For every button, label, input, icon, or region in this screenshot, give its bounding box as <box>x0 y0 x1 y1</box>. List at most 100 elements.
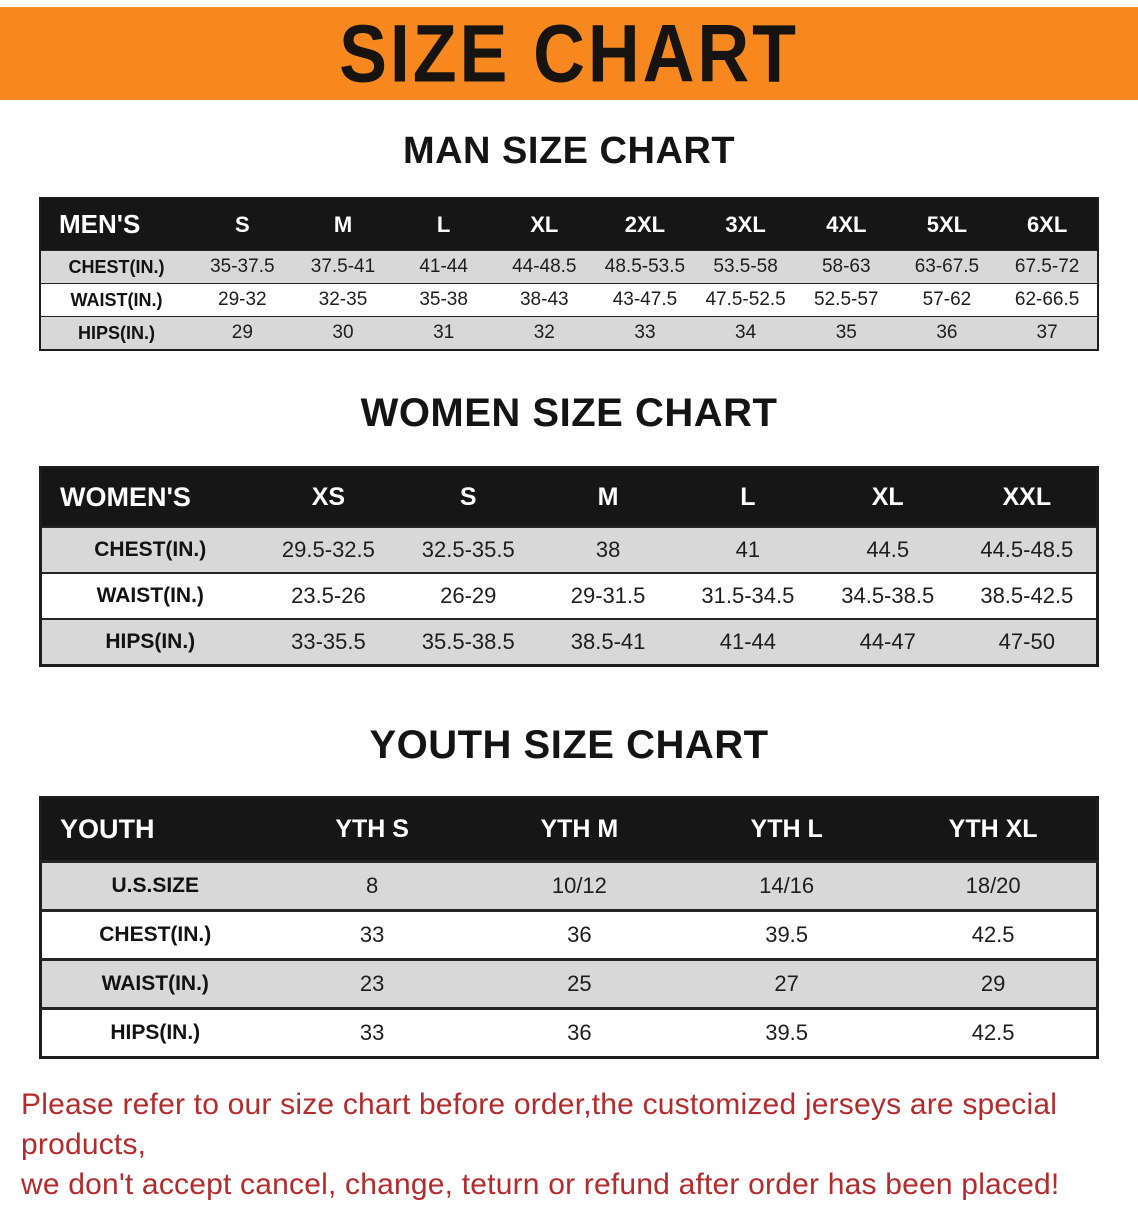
title-banner: SIZE CHART <box>0 7 1138 100</box>
value-cell: 44.5 <box>866 537 910 562</box>
value-cell: 34.5-38.5 <box>841 583 935 608</box>
value-cell: 44-47 <box>859 629 916 654</box>
value-cell: 52.5-57 <box>814 289 879 310</box>
value-cell: 23 <box>359 971 385 996</box>
size-header-cell: S <box>398 467 539 527</box>
table-row: CHEST(IN.) 35-37.5 37.5-41 41-44 44-48.5 48.5… <box>40 250 1098 284</box>
disclaimer-line-2: we don't accept cancel, change, teturn o… <box>21 1168 1060 1202</box>
value-cell: 42.5 <box>971 922 1015 947</box>
value-cell: 39.5 <box>765 922 809 947</box>
size-header-cell: XL <box>817 467 958 527</box>
youth-section-heading: YOUTH SIZE CHART <box>369 723 769 767</box>
table-row: WAIST(IN.) 29-32 32-35 35-38 38-43 43-47.5 47.… <box>40 283 1098 317</box>
value-cell: 14/16 <box>759 873 815 898</box>
size-header-cell: M <box>292 198 394 251</box>
table-title-cell: WOMEN'S <box>40 467 259 527</box>
value-cell: 35.5-38.5 <box>421 629 515 654</box>
value-cell: 18/20 <box>965 873 1021 898</box>
table-row: CHEST(IN.) 33 36 39.5 42.5 <box>40 910 1098 960</box>
value-cell: 27 <box>774 971 799 996</box>
size-header-cell: YTH M <box>475 797 683 862</box>
size-header-cell: 3XL <box>695 198 796 251</box>
disclaimer-line-1: Please refer to our size chart before or… <box>21 1088 1058 1162</box>
value-cell: 38-43 <box>519 289 569 310</box>
value-cell: 41-44 <box>419 256 468 277</box>
value-cell: 62-66.5 <box>1014 289 1080 310</box>
row-label-cell: CHEST(IN.) <box>99 923 212 946</box>
value-cell: 37.5-41 <box>310 256 376 277</box>
value-cell: 29.5-32.5 <box>281 537 375 562</box>
table-row: CHEST(IN.) 29.5-32.5 32.5-35.5 38 41 44.5 44.5… <box>40 527 1098 573</box>
row-label-cell: CHEST(IN.) <box>68 256 165 277</box>
table-row: WAIST(IN.) 23.5-26 26-29 29-31.5 31.5-34.5 34… <box>40 573 1098 619</box>
size-header-cell: 4XL <box>795 198 897 251</box>
value-cell: 30 <box>332 322 354 343</box>
value-cell: 38.5-42.5 <box>980 583 1074 608</box>
size-header-cell: XL <box>493 198 595 251</box>
value-cell: 33 <box>359 1020 385 1045</box>
value-cell: 38.5-41 <box>570 629 646 654</box>
value-cell: 29-31.5 <box>570 583 646 608</box>
value-cell: 32-35 <box>318 289 368 310</box>
disclaimer-text: Please refer to our size chart before or… <box>21 1085 1117 1206</box>
value-cell: 67.5-72 <box>1014 256 1080 277</box>
value-cell: 58-63 <box>821 256 871 277</box>
size-header-cell: YTH L <box>683 797 891 862</box>
women-section-heading: WOMEN SIZE CHART <box>360 391 778 435</box>
value-cell: 39.5 <box>765 1020 809 1045</box>
size-header-cell: L <box>677 467 818 527</box>
row-label-cell: U.S.SIZE <box>111 874 200 897</box>
value-cell: 36 <box>567 1020 592 1045</box>
value-cell: 53.5-58 <box>713 256 778 277</box>
size-header-cell: XXL <box>957 467 1098 527</box>
men-size-table: MEN'S S M L XL 2XL 3XL 4XL 5XL 6XL CHEST(IN.) 35-37… <box>39 197 1099 351</box>
value-cell: 47-50 <box>998 629 1055 654</box>
table-header-row: YOUTH YTH S YTH M YTH L YTH XL <box>40 797 1098 862</box>
size-header-cell: L <box>393 198 494 251</box>
youth-size-table: YOUTH YTH S YTH M YTH L YTH XL U.S.SIZE 8 10/12… <box>39 796 1099 1059</box>
size-header-cell: XS <box>258 467 399 527</box>
row-label-cell: HIPS(IN.) <box>77 322 155 343</box>
value-cell: 36 <box>936 322 958 343</box>
table-row: WAIST(IN.) 23 25 27 29 <box>40 959 1098 1009</box>
row-label-cell: HIPS(IN.) <box>105 630 196 653</box>
value-cell: 31.5-34.5 <box>701 583 795 608</box>
value-cell: 10/12 <box>551 873 607 898</box>
value-cell: 43-47.5 <box>612 289 678 310</box>
page-title: SIZE CHART <box>339 7 799 100</box>
value-cell: 33 <box>634 322 656 343</box>
women-size-table: WOMEN'S XS S M L XL XXL CHEST(IN.) 29.5-32.5 32.5… <box>39 466 1099 667</box>
value-cell: 29-32 <box>218 289 267 310</box>
table-header-row: MEN'S S M L XL 2XL 3XL 4XL 5XL 6XL <box>40 198 1098 251</box>
section-youth: YOUTH SIZE CHART YOUTH YTH S YTH M YTH L YTH… <box>0 723 1138 1059</box>
value-cell: 31 <box>433 322 455 343</box>
row-label-cell: HIPS(IN.) <box>110 1021 201 1044</box>
table-row: HIPS(IN.) 33 36 39.5 42.5 <box>40 1008 1098 1058</box>
value-cell: 44.5-48.5 <box>980 537 1074 562</box>
value-cell: 38 <box>595 537 621 562</box>
value-cell: 8 <box>366 873 379 898</box>
size-header-cell: YTH S <box>268 797 476 862</box>
size-header-cell: YTH XL <box>890 797 1098 862</box>
section-men: MAN SIZE CHART MEN'S S M L XL 2XL 3XL 4XL 5XL 6XL… <box>0 130 1138 351</box>
value-cell: 41 <box>735 537 761 562</box>
value-cell: 41-44 <box>719 629 777 654</box>
value-cell: 32 <box>533 322 555 343</box>
value-cell: 44-48.5 <box>512 256 577 277</box>
row-label-cell: WAIST(IN.) <box>70 289 163 310</box>
value-cell: 36 <box>567 922 592 947</box>
value-cell: 33 <box>359 922 385 947</box>
value-cell: 47.5-52.5 <box>705 289 786 310</box>
value-cell: 32.5-35.5 <box>421 537 515 562</box>
value-cell: 35-38 <box>419 289 468 310</box>
size-header-cell: 5XL <box>896 198 998 251</box>
section-women: WOMEN SIZE CHART WOMEN'S XS S M L XL XXL CHEST(… <box>0 391 1138 667</box>
value-cell: 42.5 <box>971 1020 1015 1045</box>
value-cell: 29 <box>980 971 1006 996</box>
value-cell: 35-37.5 <box>210 256 275 277</box>
value-cell: 35 <box>835 322 857 343</box>
men-section-heading: MAN SIZE CHART <box>402 130 736 172</box>
value-cell: 26-29 <box>440 583 497 608</box>
value-cell: 23.5-26 <box>291 583 366 608</box>
value-cell: 37 <box>1036 322 1058 343</box>
